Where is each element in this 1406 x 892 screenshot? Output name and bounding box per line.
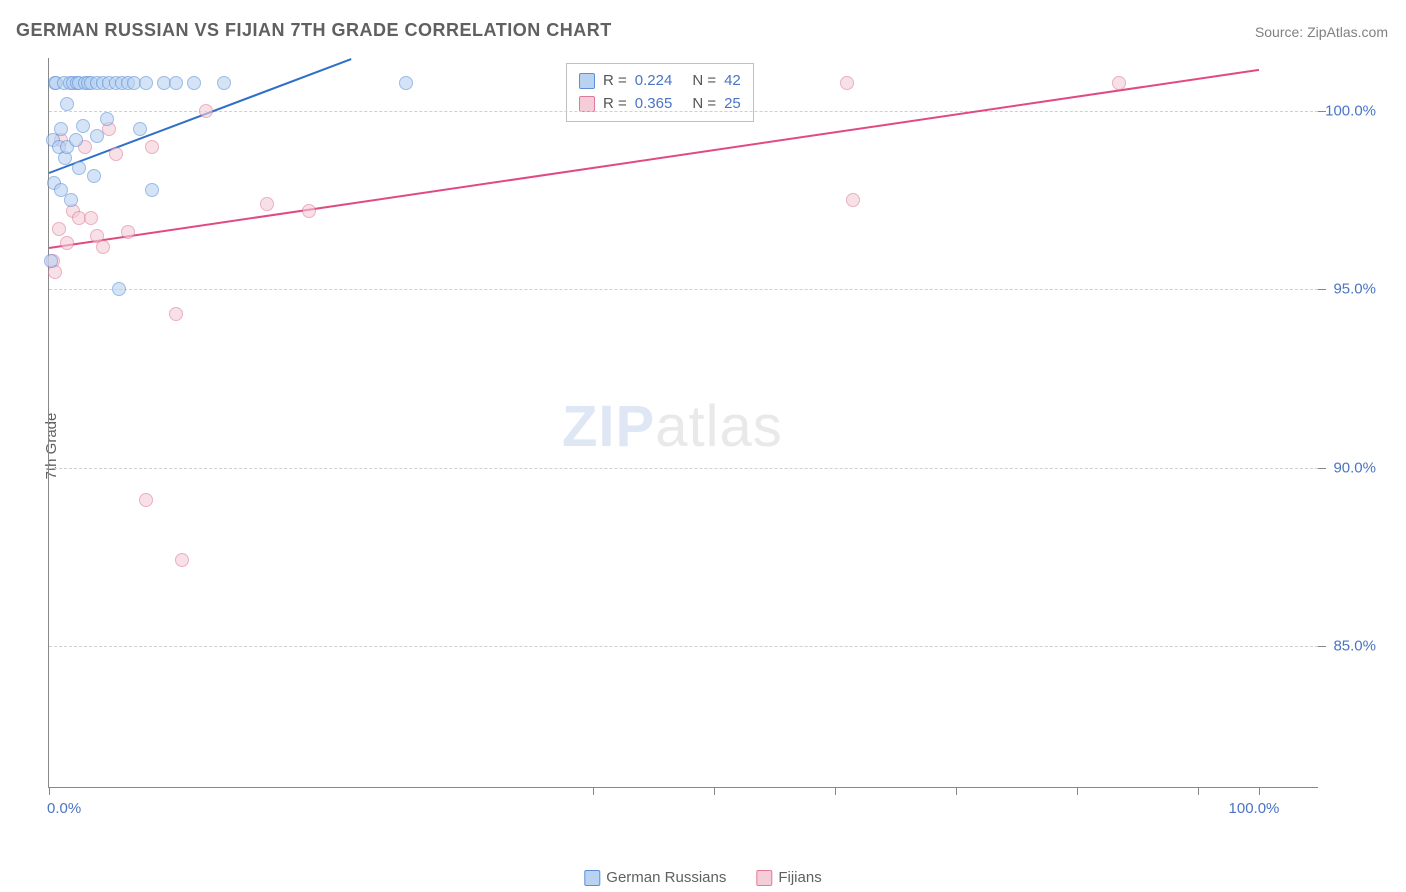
data-point bbox=[52, 222, 66, 236]
series-legend: German Russians Fijians bbox=[584, 869, 821, 886]
data-point bbox=[109, 147, 123, 161]
swatch-german-russians bbox=[584, 870, 600, 886]
legend-row: R = 0.224 N = 42 bbox=[579, 70, 741, 93]
x-tick-mark bbox=[1259, 787, 1260, 795]
y-tick-mark bbox=[1318, 646, 1326, 647]
x-tick-mark bbox=[1198, 787, 1199, 795]
data-point bbox=[260, 197, 274, 211]
data-point bbox=[76, 119, 90, 133]
data-point bbox=[302, 204, 316, 218]
watermark-bold: ZIP bbox=[562, 394, 655, 459]
data-point bbox=[44, 254, 58, 268]
gridline bbox=[49, 468, 1318, 469]
data-point bbox=[100, 112, 114, 126]
y-tick-mark bbox=[1318, 468, 1326, 469]
data-point bbox=[87, 169, 101, 183]
y-tick-label: 85.0% bbox=[1333, 637, 1376, 654]
data-point bbox=[840, 76, 854, 90]
source-value: ZipAtlas.com bbox=[1307, 24, 1388, 40]
x-tick-mark bbox=[956, 787, 957, 795]
data-point bbox=[145, 140, 159, 154]
data-point bbox=[145, 183, 159, 197]
y-tick-mark bbox=[1318, 111, 1326, 112]
data-point bbox=[175, 553, 189, 567]
correlation-legend: R = 0.224N = 42R = 0.365N = 25 bbox=[566, 63, 754, 122]
x-tick-label-left: 0.0% bbox=[47, 800, 81, 817]
n-value: 42 bbox=[724, 70, 741, 93]
gridline bbox=[49, 289, 1318, 290]
data-point bbox=[217, 76, 231, 90]
legend-label-german-russians: German Russians bbox=[606, 869, 726, 886]
chart-container: ZIPatlas R = 0.224N = 42R = 0.365N = 25 … bbox=[48, 58, 1378, 818]
gridline bbox=[49, 111, 1318, 112]
data-point bbox=[60, 97, 74, 111]
r-label: R = bbox=[603, 70, 627, 93]
source-label: Source: bbox=[1255, 24, 1303, 40]
chart-title: GERMAN RUSSIAN VS FIJIAN 7TH GRADE CORRE… bbox=[16, 20, 612, 41]
x-tick-mark bbox=[49, 787, 50, 795]
data-point bbox=[72, 161, 86, 175]
x-tick-mark bbox=[1077, 787, 1078, 795]
x-tick-mark bbox=[835, 787, 836, 795]
y-tick-label: 100.0% bbox=[1325, 103, 1376, 120]
data-point bbox=[112, 282, 126, 296]
legend-item-german-russians: German Russians bbox=[584, 869, 726, 886]
data-point bbox=[169, 307, 183, 321]
swatch-icon bbox=[579, 73, 595, 89]
swatch-icon bbox=[579, 96, 595, 112]
data-point bbox=[399, 76, 413, 90]
data-point bbox=[139, 493, 153, 507]
y-tick-mark bbox=[1318, 289, 1326, 290]
data-point bbox=[133, 122, 147, 136]
data-point bbox=[187, 76, 201, 90]
data-point bbox=[54, 122, 68, 136]
data-point bbox=[199, 104, 213, 118]
source-attribution: Source: ZipAtlas.com bbox=[1255, 24, 1388, 40]
data-point bbox=[1112, 76, 1126, 90]
data-point bbox=[169, 76, 183, 90]
data-point bbox=[139, 76, 153, 90]
legend-item-fijians: Fijians bbox=[756, 869, 821, 886]
watermark-light: atlas bbox=[655, 394, 783, 459]
data-point bbox=[69, 133, 83, 147]
data-point bbox=[121, 225, 135, 239]
y-tick-label: 90.0% bbox=[1333, 459, 1376, 476]
y-tick-label: 95.0% bbox=[1333, 281, 1376, 298]
n-label: N = bbox=[692, 70, 716, 93]
plot-area: ZIPatlas R = 0.224N = 42R = 0.365N = 25 … bbox=[48, 58, 1318, 788]
swatch-fijians bbox=[756, 870, 772, 886]
x-tick-label-right: 100.0% bbox=[1229, 800, 1280, 817]
r-value: 0.224 bbox=[635, 70, 673, 93]
x-tick-mark bbox=[714, 787, 715, 795]
data-point bbox=[846, 193, 860, 207]
data-point bbox=[90, 129, 104, 143]
data-point bbox=[84, 211, 98, 225]
legend-label-fijians: Fijians bbox=[778, 869, 821, 886]
watermark: ZIPatlas bbox=[562, 393, 783, 460]
data-point bbox=[64, 193, 78, 207]
data-point bbox=[60, 236, 74, 250]
data-point bbox=[96, 240, 110, 254]
x-tick-mark bbox=[593, 787, 594, 795]
gridline bbox=[49, 646, 1318, 647]
